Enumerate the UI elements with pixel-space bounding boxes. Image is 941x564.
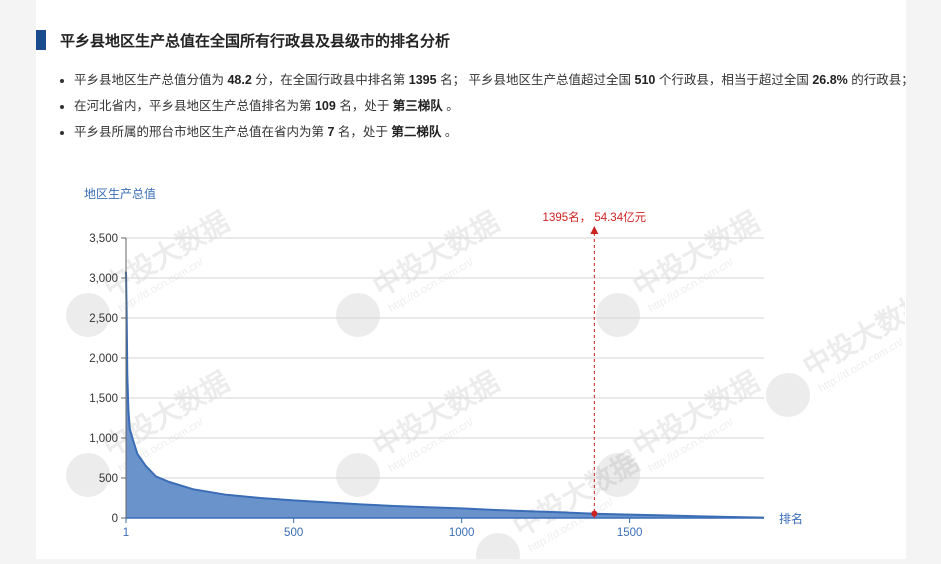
watermark-logo-icon (336, 293, 381, 337)
summary-text: 名，处于 (335, 99, 393, 113)
summary-item: 在河北省内，平乡县地区生产总值排名为第 109 名，处于 第三梯队 。 (74, 96, 914, 116)
summary-list: 平乡县地区生产总值分值为 48.2 分，在全国行政县中排名第 1395 名； 平… (58, 70, 914, 148)
section-title: 平乡县地区生产总值在全国所有行政县及县级市的排名分析 (60, 32, 451, 50)
highlight-value: 48.2 (227, 73, 252, 87)
x-tick-label: 500 (284, 527, 303, 539)
x-tick-label: 1000 (449, 527, 475, 539)
y-tick-label: 500 (99, 473, 118, 485)
highlight-value: 510 (634, 73, 656, 87)
watermark-logo-icon (766, 373, 811, 417)
summary-item: 平乡县地区生产总值分值为 48.2 分，在全国行政县中排名第 1395 名； 平… (74, 70, 914, 90)
y-tick-label: 2,500 (89, 313, 118, 325)
y-tick-label: 3,000 (89, 273, 118, 285)
y-tick-label: 3,500 (89, 233, 118, 245)
highlight-marker: 1395名， 54.34亿元 (543, 210, 647, 518)
chart-container: 中投大数据 http://d.ocn.com.cn/中投大数据 http://d.o… (66, 186, 935, 564)
highlight-value: 109 (314, 99, 336, 113)
summary-text: 在河北省内，平乡县地区生产总值排名为第 (74, 99, 315, 113)
x-tick-label: 1500 (617, 527, 643, 539)
summary-text: 的行政县； (847, 73, 914, 87)
highlight-point (591, 510, 598, 517)
arrow-up-icon (590, 226, 599, 234)
highlight-value: 1395 (408, 73, 437, 87)
highlight-value: 第二梯队 (391, 125, 442, 139)
summary-text: 名； 平乡县地区生产总值超过全国 (436, 73, 635, 87)
grid-lines (126, 237, 764, 479)
y-tick-label: 1,500 (89, 393, 118, 405)
area-fill (126, 271, 764, 518)
section-header: 平乡县地区生产总值在全国所有行政县及县级市的排名分析 (36, 30, 450, 50)
y-tick-label: 2,000 (89, 353, 118, 365)
summary-text: 。 (442, 99, 459, 113)
summary-text: 个行政县，相当于超过全国 (655, 73, 813, 87)
highlight-value: 26.8% (812, 73, 848, 87)
watermark-logo-icon (66, 453, 111, 497)
watermark-logo-icon (596, 453, 641, 497)
summary-item: 平乡县所属的邢台市地区生产总值在省内为第 7 名，处于 第二梯队 。 (74, 122, 914, 142)
x-tick-label: 1 (123, 527, 129, 539)
y-tick-label: 0 (112, 513, 118, 525)
title-accent-bar (36, 30, 46, 50)
highlight-label: 1395名， 54.34亿元 (543, 210, 647, 224)
report-card: 平乡县地区生产总值在全国所有行政县及县级市的排名分析 平乡县地区生产总值分值为 … (36, 0, 914, 559)
x-axis-label: 排名 (779, 511, 803, 526)
area-series (125, 271, 765, 519)
watermark-logo-icon (476, 533, 521, 564)
watermark-logo-icon (336, 453, 381, 497)
watermark-logo-icon (596, 293, 641, 337)
highlight-value: 第三梯队 (392, 99, 443, 113)
summary-text: 平乡县地区生产总值分值为 (74, 73, 228, 87)
summary-text: 分，在全国行政县中排名第 (251, 73, 409, 87)
y-axis-label: 地区生产总值 (84, 186, 156, 201)
highlight-value: 7 (327, 125, 335, 139)
series-line (125, 271, 765, 519)
watermark-logo-icon (66, 293, 111, 337)
y-tick-label: 1,000 (89, 433, 118, 445)
summary-text: 。 (441, 125, 458, 139)
gdp-rank-chart: 中投大数据http://d.ocn.com.cn/中投大数据http://d.o… (66, 186, 935, 564)
summary-text: 名，处于 (334, 125, 392, 139)
summary-text: 平乡县所属的邢台市地区生产总值在省内为第 (74, 125, 328, 139)
